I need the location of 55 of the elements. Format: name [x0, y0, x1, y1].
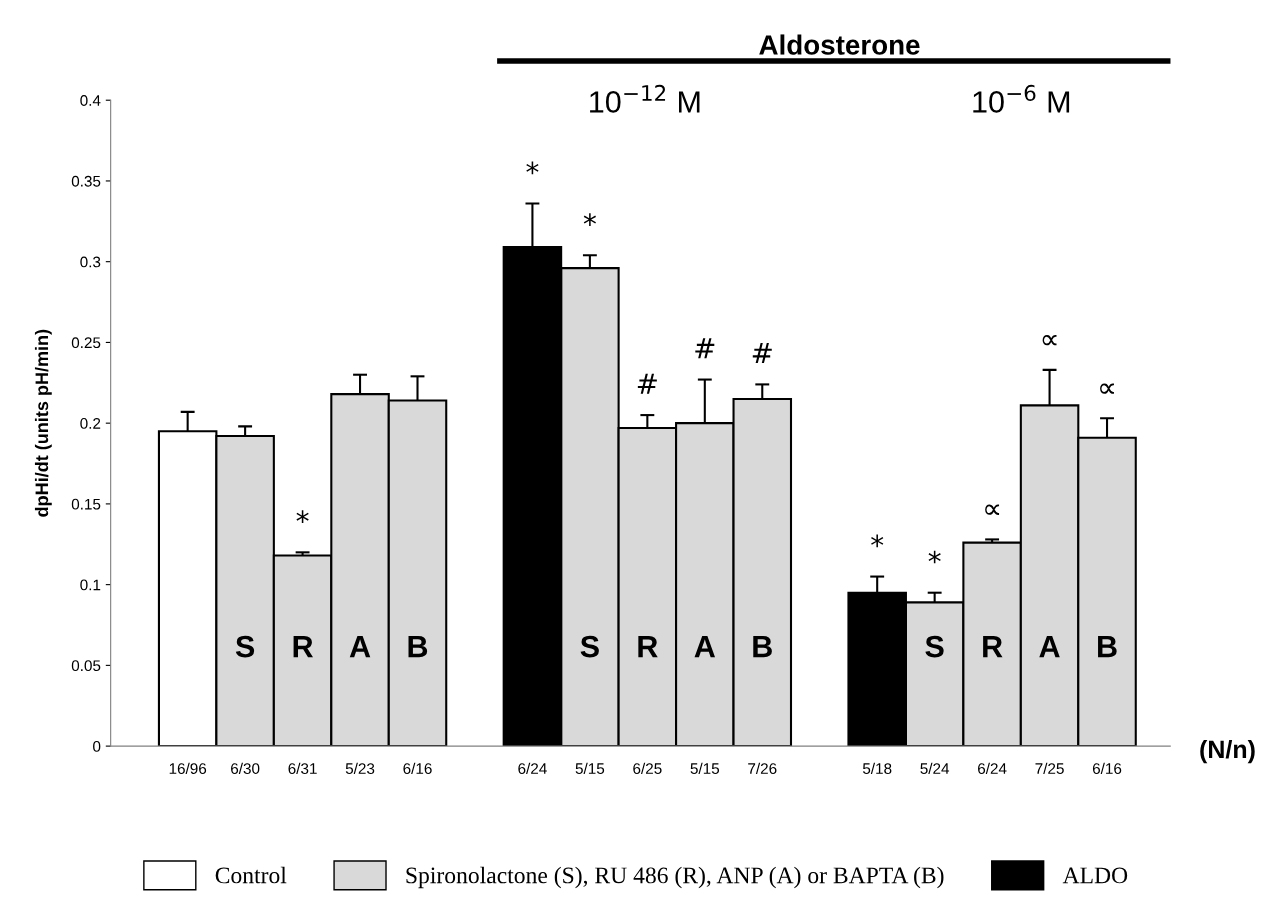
annotation: S	[235, 635, 255, 658]
x-tick-label: 5/18	[862, 762, 892, 774]
y-axis-title: dpHi/dt (units pH/min)	[34, 329, 52, 517]
annotation: 10$^{−6}$ M	[973, 84, 1070, 113]
annotation: R	[293, 636, 313, 658]
legend-label: Control	[215, 866, 287, 884]
y-tick-label: 0.2	[80, 418, 101, 429]
annotation: B	[1098, 636, 1117, 658]
x-tick-label: 5/15	[575, 762, 605, 774]
x-tick-label: 7/25	[1035, 762, 1064, 774]
annotation: ∝	[985, 504, 1000, 515]
annotation: *	[583, 213, 596, 226]
annotation: 10$^{−12}$ M	[590, 84, 700, 113]
y-tick-label: 0.05	[71, 660, 101, 672]
annotation: #	[637, 373, 657, 394]
x-tick-label: 5/23	[345, 762, 375, 774]
annotation: A	[694, 636, 716, 658]
annotation: #	[752, 343, 772, 364]
x-tick-label: 6/30	[231, 762, 260, 774]
x-tick-label: 6/25	[633, 762, 662, 774]
y-tick-label: 0.35	[71, 175, 101, 187]
annotation: ∝	[1042, 334, 1057, 346]
x-tick-label: 6/16	[1092, 762, 1122, 774]
x-tick-label: 5/15	[690, 762, 720, 774]
y-tick-label: 0.15	[71, 498, 101, 510]
x-tick-label: 16/96	[169, 762, 207, 774]
y-tick-label: 0.1	[80, 579, 101, 591]
annotation: S	[580, 635, 599, 658]
annotation: ∝	[1100, 383, 1114, 394]
annotation: A	[1039, 636, 1060, 658]
legend-label: Spironolactone (S), RU 486 (R), ANP (A) or BAPTA (B)	[406, 866, 944, 889]
y-tick-label: 0.3	[80, 256, 101, 268]
annotation: R	[638, 636, 658, 658]
text: (N/n)	[1200, 739, 1255, 764]
y-tick-label: 0.25	[71, 337, 101, 349]
text: Aldosterone	[759, 34, 920, 55]
x-tick-label: 7/26	[748, 762, 777, 774]
annotation: S	[925, 635, 944, 658]
annotation: *	[296, 510, 309, 523]
y-tick-label: 0	[93, 740, 101, 752]
x-tick-label: 5/24	[920, 762, 950, 774]
annotation: B	[753, 636, 772, 658]
y-tick-label: 0.4	[80, 95, 101, 106]
legend-label: ALDO	[1062, 867, 1128, 884]
annotation: #	[695, 338, 715, 359]
annotation: B	[408, 636, 428, 658]
annotation: R	[983, 636, 1003, 658]
annotation: *	[526, 161, 539, 175]
x-tick-label: 6/24	[518, 762, 547, 774]
x-tick-label: 6/24	[978, 762, 1007, 774]
annotation: A	[349, 636, 371, 658]
x-tick-label: 6/31	[288, 762, 317, 774]
annotation: *	[928, 550, 941, 564]
annotation: *	[871, 534, 884, 548]
x-tick-label: 6/16	[403, 762, 432, 774]
